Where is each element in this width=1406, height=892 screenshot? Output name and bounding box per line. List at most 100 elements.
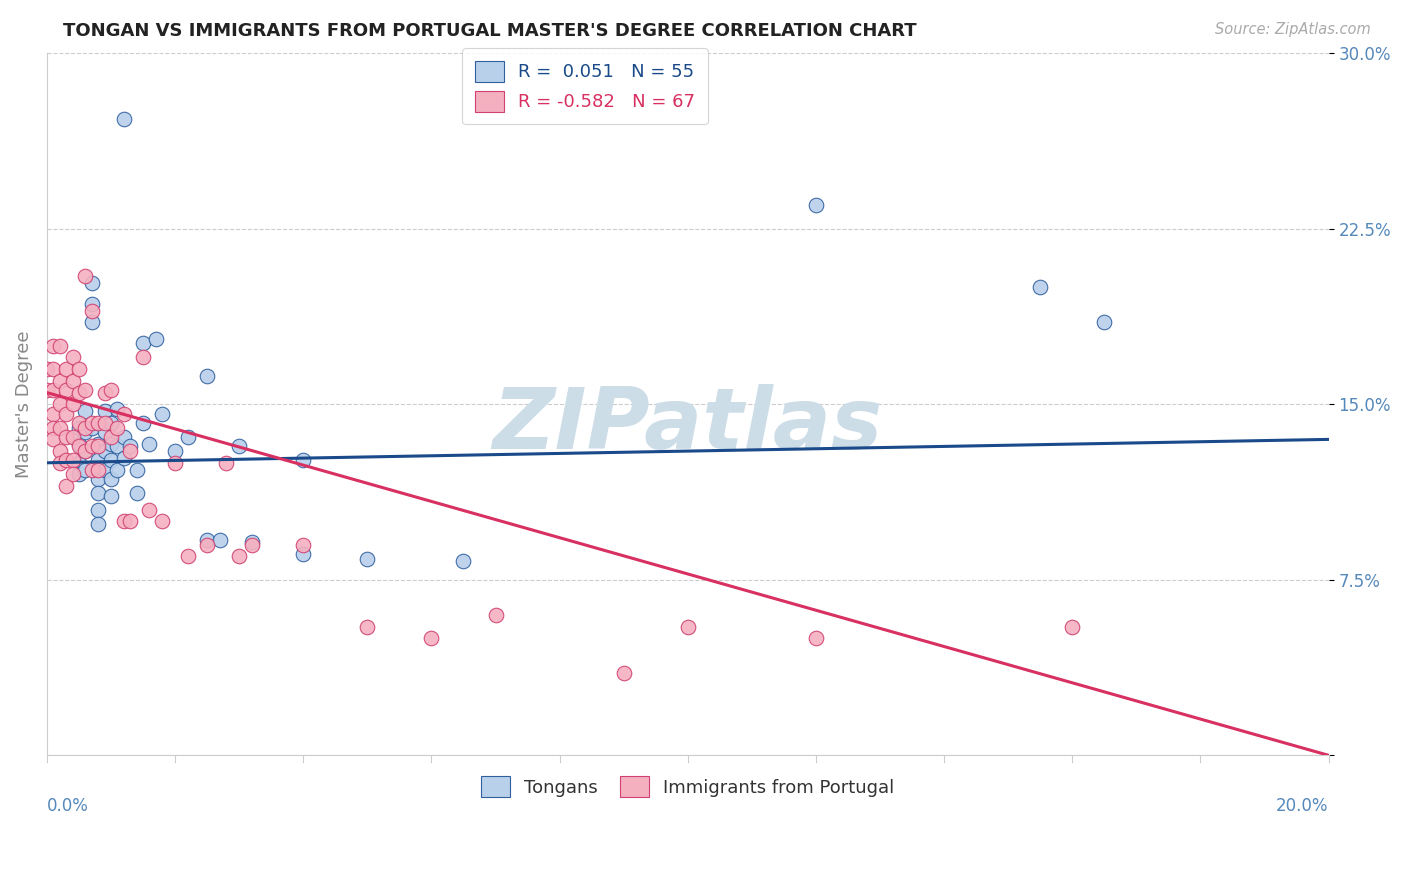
Point <box>165 444 187 458</box>
Point <box>80 303 103 318</box>
Point <box>100 437 122 451</box>
Point <box>240 535 263 549</box>
Point <box>87 463 110 477</box>
Text: ZIPatlas: ZIPatlas <box>492 384 883 467</box>
Point <box>105 420 128 434</box>
Point <box>292 538 315 552</box>
Text: Source: ZipAtlas.com: Source: ZipAtlas.com <box>1215 22 1371 37</box>
Point <box>208 533 231 547</box>
Point <box>420 632 443 646</box>
Point <box>67 437 90 451</box>
Point <box>48 420 70 434</box>
Point <box>93 385 115 400</box>
Point <box>613 666 636 681</box>
Point <box>87 472 110 486</box>
Point <box>80 416 103 430</box>
Point <box>42 339 65 353</box>
Point <box>100 472 122 486</box>
Point <box>120 514 142 528</box>
Point <box>75 444 97 458</box>
Point <box>75 383 97 397</box>
Point <box>80 315 103 329</box>
Point <box>62 374 84 388</box>
Text: 20.0%: 20.0% <box>1277 797 1329 815</box>
Point <box>93 416 115 430</box>
Point <box>195 538 218 552</box>
Point <box>215 456 238 470</box>
Point <box>195 369 218 384</box>
Point <box>112 514 135 528</box>
Point <box>35 362 58 376</box>
Point <box>35 383 58 397</box>
Point <box>55 453 77 467</box>
Point <box>80 276 103 290</box>
Point <box>145 332 167 346</box>
Point <box>138 502 160 516</box>
Point <box>100 453 122 467</box>
Y-axis label: Master's Degree: Master's Degree <box>15 331 32 478</box>
Point <box>55 407 77 421</box>
Point <box>62 430 84 444</box>
Point <box>62 397 84 411</box>
Point <box>112 112 135 126</box>
Point <box>105 439 128 453</box>
Point <box>292 547 315 561</box>
Point <box>356 619 378 633</box>
Point <box>48 456 70 470</box>
Point <box>80 439 103 453</box>
Point <box>67 385 90 400</box>
Point <box>67 439 90 453</box>
Point <box>804 198 827 212</box>
Point <box>105 401 128 416</box>
Point <box>100 430 122 444</box>
Point <box>75 268 97 283</box>
Point <box>87 502 110 516</box>
Point <box>67 467 90 482</box>
Point <box>132 351 155 365</box>
Point <box>75 404 97 418</box>
Point <box>195 533 218 547</box>
Point <box>120 444 142 458</box>
Legend: Tongans, Immigrants from Portugal: Tongans, Immigrants from Portugal <box>472 767 904 806</box>
Point <box>75 463 97 477</box>
Point <box>87 453 110 467</box>
Point <box>75 444 97 458</box>
Point <box>453 554 475 568</box>
Point <box>42 362 65 376</box>
Point <box>1092 315 1115 329</box>
Point <box>55 362 77 376</box>
Point <box>93 404 115 418</box>
Point <box>112 407 135 421</box>
Point <box>292 453 315 467</box>
Point <box>48 339 70 353</box>
Point <box>55 383 77 397</box>
Point <box>1029 280 1052 294</box>
Point <box>132 336 155 351</box>
Point <box>87 486 110 500</box>
Point <box>75 420 97 434</box>
Point <box>62 351 84 365</box>
Point <box>80 420 103 434</box>
Point <box>87 416 110 430</box>
Point <box>42 407 65 421</box>
Point <box>67 362 90 376</box>
Point <box>93 463 115 477</box>
Text: TONGAN VS IMMIGRANTS FROM PORTUGAL MASTER'S DEGREE CORRELATION CHART: TONGAN VS IMMIGRANTS FROM PORTUGAL MASTE… <box>63 22 917 40</box>
Point <box>676 619 699 633</box>
Point <box>132 416 155 430</box>
Point <box>120 439 142 453</box>
Point <box>112 430 135 444</box>
Text: 0.0%: 0.0% <box>46 797 89 815</box>
Point <box>177 430 200 444</box>
Point <box>67 416 90 430</box>
Point <box>42 433 65 447</box>
Point <box>87 437 110 451</box>
Point <box>138 437 160 451</box>
Point <box>93 425 115 440</box>
Point <box>100 383 122 397</box>
Point <box>48 444 70 458</box>
Point <box>55 479 77 493</box>
Point <box>165 456 187 470</box>
Point <box>100 489 122 503</box>
Point <box>228 439 250 453</box>
